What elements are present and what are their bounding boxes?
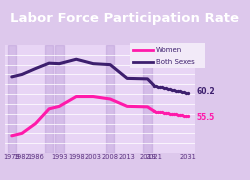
Text: 55.5: 55.5 [197, 113, 215, 122]
Bar [55, 45, 64, 153]
Bar [143, 45, 152, 153]
Text: Women: Women [156, 47, 182, 53]
Bar [45, 45, 53, 153]
Text: Both Sexes: Both Sexes [156, 59, 194, 65]
Bar [8, 45, 16, 153]
Text: 60.2: 60.2 [197, 87, 216, 96]
Text: Labor Force Participation Rate: Labor Force Participation Rate [10, 12, 239, 25]
Bar [106, 45, 114, 153]
